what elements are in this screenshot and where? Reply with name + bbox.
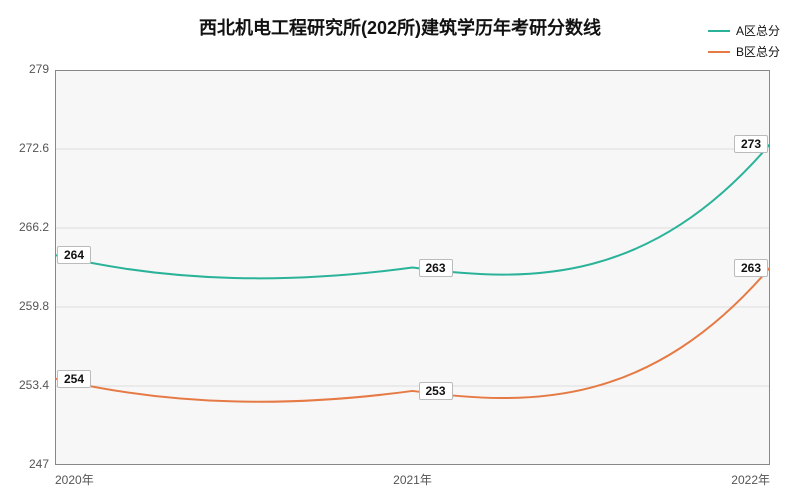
data-label: 253 — [419, 382, 453, 400]
y-tick-label: 247 — [29, 457, 49, 471]
plot-svg — [55, 70, 770, 465]
line-chart: 西北机电工程研究所(202所)建筑学历年考研分数线 A区总分 B区总分 247 2… — [0, 0, 800, 500]
legend-item-a: A区总分 — [708, 22, 780, 39]
y-tick-label: 253.4 — [19, 378, 49, 392]
legend-swatch-b — [708, 51, 730, 53]
plot-area — [55, 70, 770, 465]
x-tick-label: 2022年 — [731, 471, 770, 488]
legend: A区总分 B区总分 — [708, 22, 780, 64]
legend-label-a: A区总分 — [736, 22, 780, 39]
data-label: 263 — [734, 259, 768, 277]
legend-item-b: B区总分 — [708, 43, 780, 60]
data-label: 264 — [57, 246, 91, 264]
x-tick-label: 2020年 — [55, 471, 94, 488]
legend-swatch-a — [708, 30, 730, 32]
x-tick-label: 2021年 — [393, 471, 432, 488]
y-tick-label: 272.6 — [19, 141, 49, 155]
y-tick-label: 279 — [29, 62, 49, 76]
data-label: 263 — [419, 259, 453, 277]
y-tick-label: 259.8 — [19, 299, 49, 313]
legend-label-b: B区总分 — [736, 43, 780, 60]
chart-title: 西北机电工程研究所(202所)建筑学历年考研分数线 — [0, 14, 800, 40]
data-label: 254 — [57, 370, 91, 388]
y-tick-label: 266.2 — [19, 220, 49, 234]
data-label: 273 — [734, 135, 768, 153]
